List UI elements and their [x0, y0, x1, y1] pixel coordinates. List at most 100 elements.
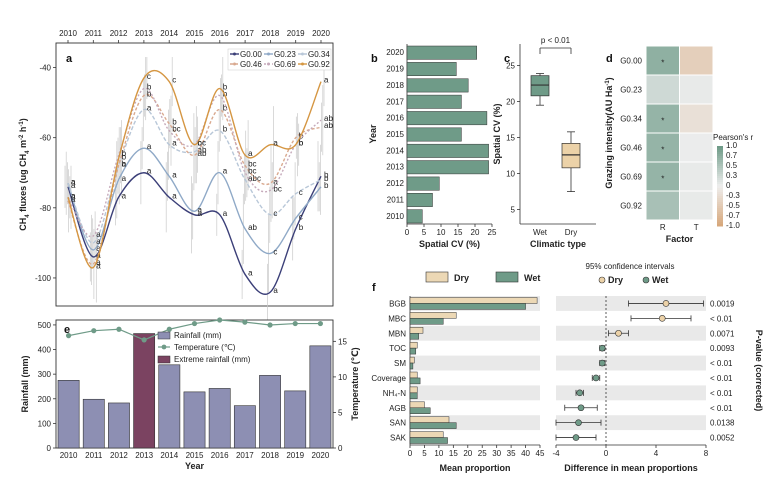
colorbar-step-d [717, 186, 723, 189]
bar-f1-Dry-MBC [409, 312, 457, 319]
ci-legend-label-f2-Dry: Dry [608, 275, 623, 285]
significance-letter-G0.34: b [223, 125, 228, 134]
pvalue-label-f2: < 0.01 [710, 359, 733, 368]
x-tick-label-a: 2010 [59, 29, 77, 38]
legend-marker-G0.69 [267, 62, 270, 66]
x-tick-label-f2: 4 [654, 449, 659, 458]
legend-label-temperature: Temperature (℃) [174, 343, 236, 352]
x-tick-label-c: Wet [533, 228, 548, 237]
legend-marker-G0.23 [267, 52, 270, 56]
heat-cell-G0.23-R [645, 74, 680, 105]
bar-b-2019 [406, 62, 457, 76]
x-tick-label-a: 2012 [110, 29, 128, 38]
bar-f1-Dry-Coverage [409, 371, 418, 379]
bar-e-2017 [233, 405, 256, 449]
x-tick-label-d: R [660, 223, 666, 232]
colorbar-tick-label-d: 0.5 [726, 161, 738, 170]
significance-letter-G0.00: a [122, 191, 127, 200]
x-tick-label-a: 2018 [262, 29, 280, 38]
row-stripe-f2 [556, 325, 706, 341]
legend-label-G0.00: G0.00 [240, 50, 262, 59]
ci-legend-marker-f2-Wet [642, 276, 650, 284]
y-tick-label-f1: SM [394, 359, 406, 368]
ci-point-f2-AGB [577, 404, 585, 412]
temperature-point-e [242, 319, 248, 325]
bar-f1-Wet-SAN [409, 422, 457, 429]
bar-b-2012 [406, 176, 440, 191]
x-tick-label-e: 2016 [211, 451, 229, 460]
bar-b-2011 [406, 193, 433, 207]
temperature-point-e [317, 320, 324, 327]
colorbar-step-d [717, 218, 723, 221]
y-tick-label-b: 2015 [386, 130, 404, 139]
legend-f1: Dry Wet [425, 271, 540, 283]
significance-letter-G0.34: c [299, 188, 303, 197]
legend-label-G0.46: G0.46 [240, 60, 262, 69]
heat-cell-G0.92-R [645, 190, 680, 221]
box-c-Dry [561, 143, 581, 169]
x-tick-label-a: 2017 [236, 29, 254, 38]
y-tick-label-f1: SAN [390, 419, 407, 428]
bar-f1-Wet-TOC [409, 347, 417, 355]
x-tick-label-d: T [694, 223, 699, 232]
significance-letter-G0.00: a [223, 209, 228, 218]
significance-letter-G0.23: a [172, 170, 177, 179]
y-tick-label-f1: NH₄-N [383, 389, 406, 398]
legend-swatch-extreme [157, 355, 171, 364]
significance-letter-G0.46: b [223, 104, 228, 113]
heat-cell-G0.23-T [679, 74, 714, 105]
significance-letter-G0.46: a [71, 195, 76, 204]
pvalue-label-f2: 0.0019 [710, 299, 735, 308]
colorbar-step-d [717, 216, 723, 219]
colorbar-step-d [717, 150, 723, 153]
pvalue-label-f2: < 0.01 [710, 404, 733, 413]
colorbar-step-d [717, 222, 723, 225]
bar-e-2016 [208, 388, 231, 449]
significance-letter-G0.92: a [248, 149, 253, 158]
y-tick-label-c: 25 [506, 62, 515, 71]
x-tick-label-e: 2011 [85, 451, 103, 460]
colorbar-step-d [717, 210, 723, 213]
x-tick-label-e: 2018 [261, 451, 279, 460]
colorbar-step-d [717, 188, 723, 191]
significance-letter-G0.00: b [299, 223, 304, 232]
significance-letter-G0.46: a [273, 177, 278, 186]
y-axis-label-d: Grazing intensity(AU Ha-1) [604, 77, 614, 188]
y-tick-label-f1: BGB [389, 299, 406, 308]
colorbar-step-d [717, 196, 723, 199]
colorbar-tick-label-d: -0.5 [726, 201, 740, 210]
legend-label-G0.69: G0.69 [274, 60, 296, 69]
legend-swatch-rainfall [157, 331, 171, 340]
y-tick-label-a: -40 [39, 64, 51, 73]
significance-letter-G0.00: a [147, 167, 152, 176]
significance-letter-G0.34: ab [198, 146, 207, 155]
significance-letter-G0.92: b [122, 153, 127, 162]
y-tick-label-b: 2011 [387, 195, 405, 204]
x-tick-label-a: 2016 [211, 29, 229, 38]
legend-label-extreme: Extreme rainfall (mm) [174, 355, 251, 364]
bar-e-2010 [57, 380, 80, 449]
y2-tick-label-e: 0 [338, 444, 343, 453]
bar-f1-Dry-MBN [409, 327, 424, 334]
colorbar-tick-label-d: 1.0 [726, 141, 738, 150]
ci-point-f2-SAN [575, 419, 582, 426]
colorbar-step-d [717, 152, 723, 155]
y-tick-label-c: 20 [506, 98, 515, 107]
series-line-G0.00 [67, 172, 322, 295]
y-tick-label-a: -100 [35, 274, 52, 283]
y-tick-label-f1: Coverage [371, 374, 406, 383]
x-tick-label-e: 2012 [110, 451, 128, 460]
sig-star-d: * [661, 59, 664, 68]
significance-letter-G0.23: a [96, 244, 101, 253]
legend-marker-temperature [161, 344, 167, 350]
bar-f1-Wet-AGB [409, 407, 431, 414]
significance-letter-G0.92: a [324, 76, 329, 85]
temperature-point-e [141, 337, 147, 343]
legend-label-f1-Wet: Wet [524, 273, 540, 283]
pvalue-label-f2: < 0.01 [710, 314, 733, 323]
x-tick-label-a: 2013 [135, 29, 153, 38]
colorbar-step-d [717, 172, 723, 175]
y-tick-label-b: 2020 [386, 48, 404, 57]
legend-label-rainfall: Rainfall (mm) [174, 331, 222, 340]
x-axis-label-d: Factor [666, 234, 694, 244]
